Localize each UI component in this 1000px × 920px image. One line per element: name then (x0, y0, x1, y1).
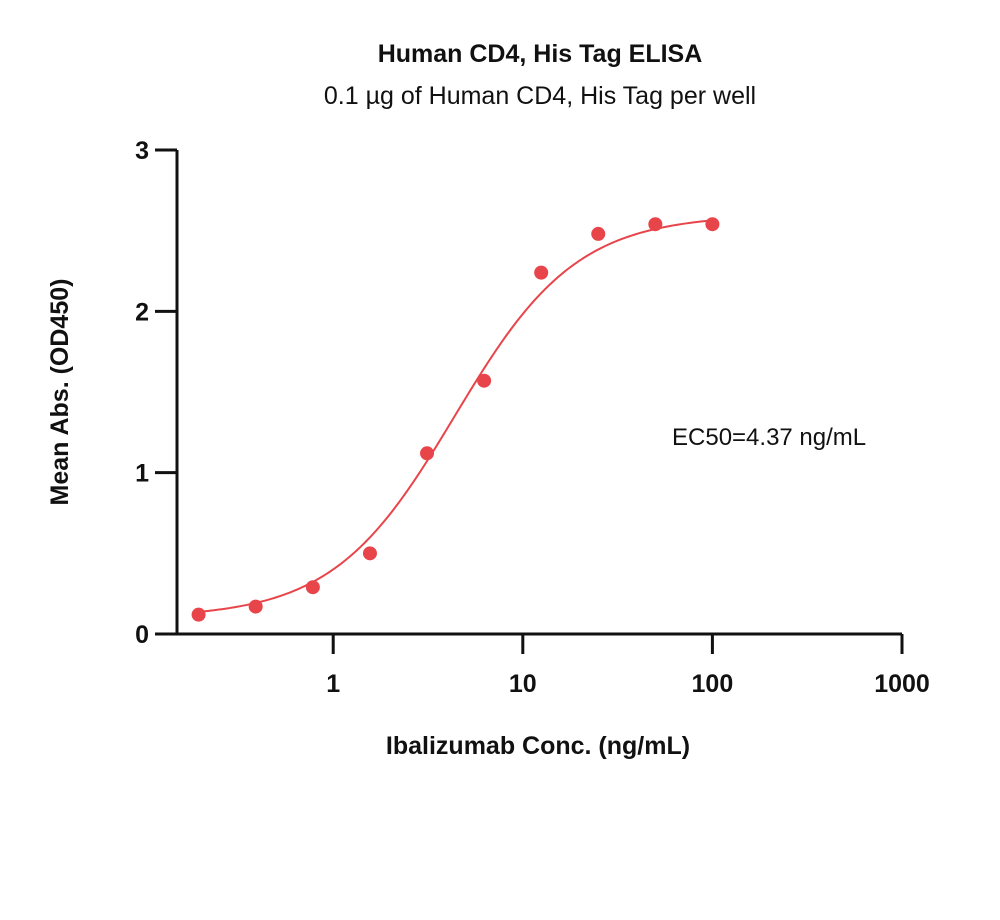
y-tick-label: 2 (135, 298, 149, 326)
y-tick-label: 3 (135, 137, 149, 165)
data-point (648, 217, 663, 232)
x-axis-label: Ibalizumab Conc. (ng/mL) (386, 732, 690, 760)
x-tick-label: 100 (692, 670, 734, 698)
ec50-annotation: EC50=4.37 ng/mL (672, 424, 866, 451)
y-axis-label: Mean Abs. (OD450) (46, 279, 74, 506)
data-point (362, 546, 377, 561)
chart-title: Human CD4, His Tag ELISA (377, 40, 703, 68)
data-point (191, 607, 206, 622)
data-point (305, 580, 320, 595)
data-point (477, 373, 492, 388)
x-tick-label: 10 (509, 670, 537, 698)
data-point (705, 217, 720, 232)
data-point (591, 226, 606, 241)
data-point (248, 599, 263, 614)
chart-subtitle: 0.1 µg of Human CD4, His Tag per well (323, 82, 757, 110)
data-point (534, 265, 549, 280)
fit-curve (198, 219, 713, 613)
y-tick-label: 0 (135, 621, 149, 649)
y-tick-label: 1 (135, 460, 149, 488)
data-point (420, 446, 435, 461)
x-tick-label: 1000 (874, 670, 930, 698)
x-tick-label: 1 (326, 670, 340, 698)
